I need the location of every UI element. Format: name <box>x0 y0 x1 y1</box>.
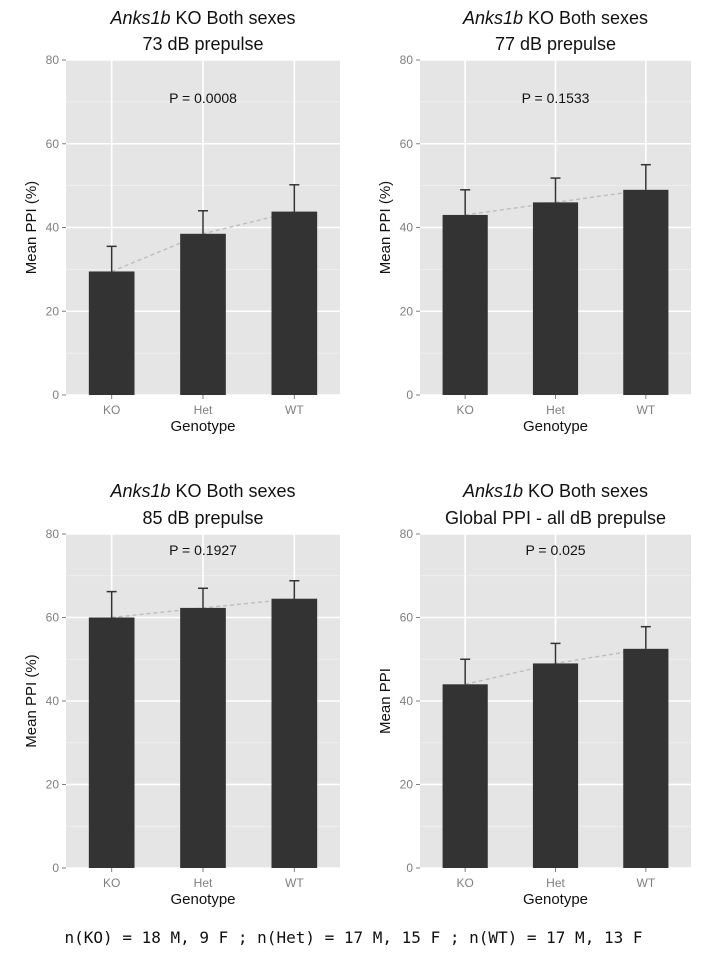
x-tick-label: WT <box>637 876 656 890</box>
y-tick-label: 20 <box>46 778 60 792</box>
y-tick-label: 80 <box>46 53 60 67</box>
x-tick-label: KO <box>103 403 120 417</box>
p-value-annotation: P = 0.025 <box>525 542 585 558</box>
x-tick-label: KO <box>456 403 473 417</box>
y-tick-label: 20 <box>46 304 60 318</box>
y-tick-label: 0 <box>406 861 413 875</box>
x-tick-label: KO <box>456 876 473 890</box>
chart-title-gene: Anks1b <box>109 481 170 501</box>
chart-title-rest: KO Both sexes <box>170 8 295 28</box>
chart-panel-73db: 0 20 40 60 80 KO Het WT Genotype Mean PPI (%) P = … <box>0 0 354 445</box>
chart-title-rest: KO Both sexes <box>523 8 648 28</box>
chart-panel-global: 0 20 40 60 80 KO Het WT Genotype Mean PPI P = 0.02… <box>354 470 707 920</box>
chart-title-gene: Anks1b <box>109 8 170 28</box>
bar-wt <box>271 598 318 868</box>
chart-title: Anks1b KO Both sexes <box>462 481 648 501</box>
sample-size-footnote: n(KO) = 18 M, 9 F ; n(Het) = 17 M, 15 F … <box>64 928 643 947</box>
y-tick-label: 60 <box>46 137 60 151</box>
chart-title-gene: Anks1b <box>462 481 523 501</box>
bar-ko <box>442 214 488 395</box>
y-tick-label: 0 <box>52 861 59 875</box>
y-tick-label: 60 <box>400 137 414 151</box>
y-tick-label: 60 <box>400 611 414 625</box>
chart-title-gene: Anks1b <box>462 8 523 28</box>
y-tick-label: 20 <box>400 304 414 318</box>
y-tick-label: 80 <box>46 527 60 541</box>
chart-title: Anks1b KO Both sexes <box>109 481 295 501</box>
chart-subtitle: Global PPI - all dB prepulse <box>445 508 666 528</box>
chart-subtitle: 73 dB prepulse <box>142 34 263 54</box>
x-tick-label: WT <box>285 403 304 417</box>
chart-svg-73db: 0 20 40 60 80 KO Het WT Genotype Mean PPI (%) P = … <box>23 8 340 435</box>
y-tick-label: 20 <box>400 778 414 792</box>
y-axis-title: Mean PPI <box>377 668 394 734</box>
y-tick-label: 0 <box>52 388 59 402</box>
y-tick-label: 40 <box>400 694 414 708</box>
y-tick-label: 40 <box>400 221 414 235</box>
chart-subtitle: 85 dB prepulse <box>142 508 263 528</box>
chart-title-rest: KO Both sexes <box>523 481 648 501</box>
y-axis-title: Mean PPI (%) <box>23 181 40 274</box>
chart-title: Anks1b KO Both sexes <box>462 8 648 28</box>
p-value-annotation: P = 0.1927 <box>169 542 237 558</box>
y-tick-label: 80 <box>400 53 414 67</box>
chart-title: Anks1b KO Both sexes <box>109 8 295 28</box>
chart-panel-77db: 0 20 40 60 80 KO Het WT Genotype Mean PPI (%) P = … <box>354 0 707 445</box>
x-axis-title: Genotype <box>523 418 588 435</box>
x-tick-label: Het <box>194 876 213 890</box>
bar-wt <box>623 189 669 395</box>
chart-title-rest: KO Both sexes <box>170 481 295 501</box>
x-tick-label: WT <box>637 403 656 417</box>
p-value-annotation: P = 0.0008 <box>169 90 237 106</box>
x-tick-label: Het <box>546 403 565 417</box>
chart-svg-85db: 0 20 40 60 80 KO Het WT Genotype Mean PPI (%) P = … <box>23 481 340 908</box>
bar-het <box>532 202 579 395</box>
x-tick-label: KO <box>103 876 120 890</box>
x-axis-title: Genotype <box>523 891 588 908</box>
bar-het <box>180 607 226 868</box>
x-tick-label: WT <box>285 876 304 890</box>
x-axis-title: Genotype <box>170 891 235 908</box>
x-tick-label: Het <box>546 876 565 890</box>
p-value-annotation: P = 0.1533 <box>522 90 590 106</box>
bar-ko <box>88 617 135 868</box>
bar-het <box>180 233 226 395</box>
chart-subtitle: 77 dB prepulse <box>495 34 616 54</box>
x-axis-title: Genotype <box>170 418 235 435</box>
chart-panel-85db: 0 20 40 60 80 KO Het WT Genotype Mean PPI (%) P = … <box>0 470 354 920</box>
y-tick-label: 80 <box>400 527 414 541</box>
bar-het <box>532 663 579 868</box>
chart-svg-77db: 0 20 40 60 80 KO Het WT Genotype Mean PPI (%) P = … <box>377 8 691 435</box>
y-tick-label: 60 <box>46 611 60 625</box>
y-tick-label: 0 <box>406 388 413 402</box>
chart-svg-global: 0 20 40 60 80 KO Het WT Genotype Mean PPI P = 0.02… <box>377 481 691 908</box>
bar-ko <box>442 684 488 868</box>
y-tick-label: 40 <box>46 221 60 235</box>
y-tick-label: 40 <box>46 694 60 708</box>
x-tick-label: Het <box>194 403 213 417</box>
bar-ko <box>88 271 135 395</box>
y-axis-title: Mean PPI (%) <box>23 654 40 747</box>
bar-wt <box>271 211 318 395</box>
y-axis-title: Mean PPI (%) <box>377 181 394 274</box>
bar-wt <box>623 648 669 868</box>
